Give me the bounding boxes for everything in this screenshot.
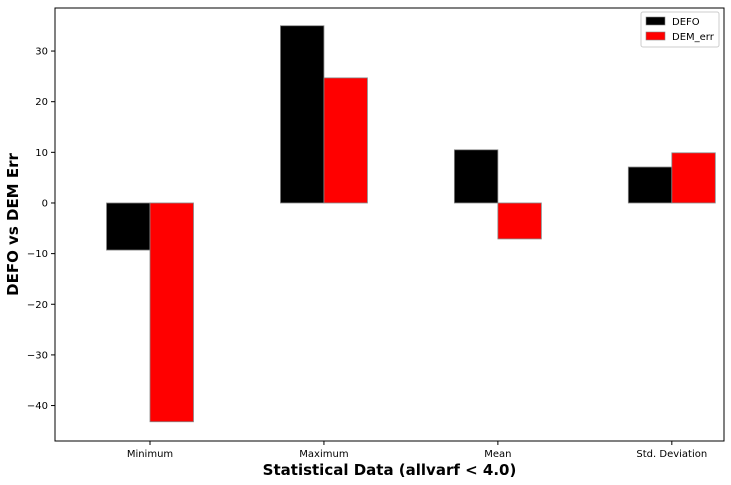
bar-defo-0 bbox=[106, 202, 151, 251]
legend-label: DEFO bbox=[672, 17, 700, 28]
x-axis-title: Statistical Data (allvarf < 4.0) bbox=[263, 461, 517, 479]
y-tick-label: 30 bbox=[35, 47, 48, 58]
y-tick-label: −30 bbox=[27, 350, 48, 361]
bars-group bbox=[106, 25, 716, 423]
bar-dem-err-2 bbox=[497, 202, 542, 240]
x-tick-label: Minimum bbox=[127, 449, 173, 460]
bar-defo-1 bbox=[280, 25, 325, 204]
y-tick-label: 0 bbox=[42, 198, 48, 209]
x-tick-label: Std. Deviation bbox=[636, 449, 707, 460]
legend-label: DEM_err bbox=[672, 32, 715, 43]
legend-swatch-dem-err bbox=[645, 31, 666, 41]
y-tick-label: 20 bbox=[35, 97, 48, 108]
y-tick-label: 10 bbox=[35, 148, 48, 159]
bar-defo-3 bbox=[627, 166, 673, 204]
y-tick-label: −40 bbox=[27, 401, 48, 412]
x-axis-ticks: Minimum Maximum Mean Std. Deviation bbox=[127, 441, 707, 460]
y-tick-label: −20 bbox=[27, 300, 48, 311]
bar-dem-err-1 bbox=[323, 77, 368, 204]
legend-swatch-defo bbox=[645, 16, 666, 26]
bar-defo-2 bbox=[453, 149, 499, 204]
plot-frame bbox=[54, 7, 725, 442]
y-axis-ticks: 30 20 10 0 −10 −20 −30 −40 bbox=[27, 47, 55, 412]
legend: DEFO DEM_err bbox=[640, 11, 720, 48]
x-tick-label: Maximum bbox=[299, 449, 348, 460]
y-tick-label: −10 bbox=[27, 249, 48, 260]
x-tick-label: Mean bbox=[484, 449, 511, 460]
bar-dem-err-0 bbox=[149, 202, 194, 423]
y-axis-title: DEFO vs DEM Err bbox=[4, 153, 22, 296]
bar-dem-err-3 bbox=[671, 152, 716, 204]
